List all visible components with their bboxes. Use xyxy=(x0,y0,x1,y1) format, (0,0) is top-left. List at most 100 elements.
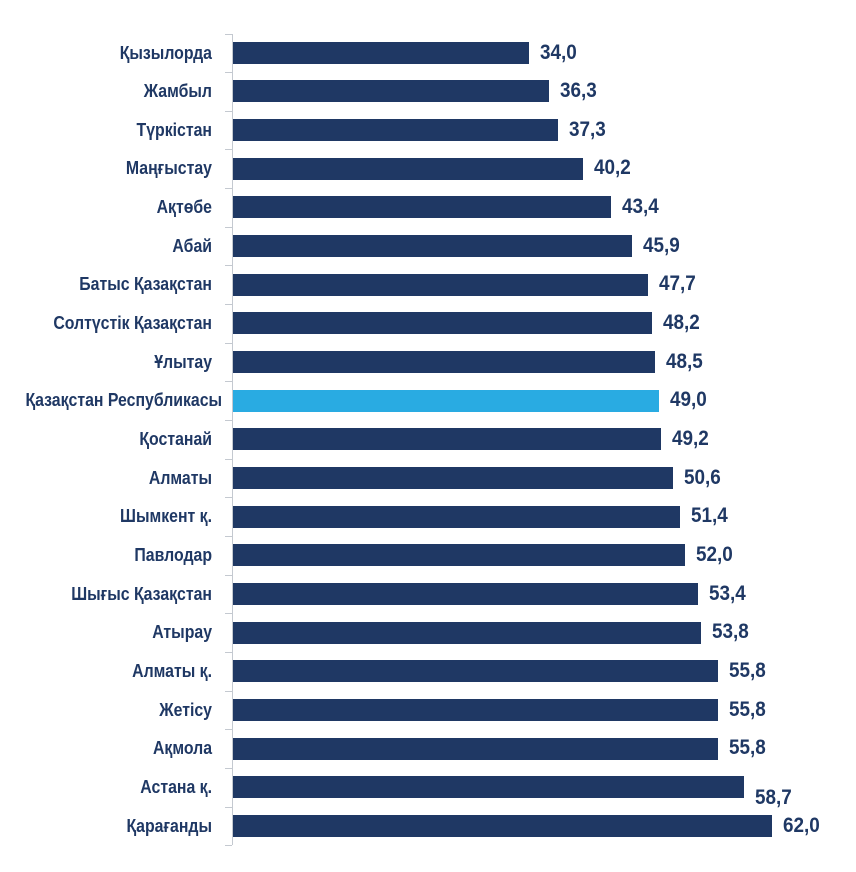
axis-tick xyxy=(225,574,232,576)
value-label: 49,2 xyxy=(672,427,709,451)
chart-row: Қызылорда 34,0 xyxy=(0,34,856,73)
category-label: Маңғыстау xyxy=(125,158,212,179)
value-label: 48,5 xyxy=(666,349,703,373)
category-label: Ақмола xyxy=(152,738,212,759)
axis-tick xyxy=(225,342,232,344)
value-label: 51,4 xyxy=(691,504,728,528)
axis-tick xyxy=(225,768,232,770)
axis-tick xyxy=(225,381,232,383)
axis-tick xyxy=(225,226,232,228)
category-label: Түркістан xyxy=(136,119,212,140)
value-label: 40,2 xyxy=(594,156,631,180)
chart-row: Түркістан 37,3 xyxy=(0,111,856,150)
value-label: 43,4 xyxy=(622,195,659,219)
bar[interactable] xyxy=(233,544,685,567)
y-axis-line xyxy=(232,33,233,846)
chart-row: Алматы 50,6 xyxy=(0,459,856,498)
category-label: Астана қ. xyxy=(140,777,212,798)
category-label: Шымкент қ. xyxy=(120,506,212,527)
chart-row: Ұлытау 48,5 xyxy=(0,343,856,382)
axis-tick xyxy=(225,845,232,847)
axis-tick xyxy=(225,729,232,731)
bar[interactable] xyxy=(233,196,611,219)
value-label: 53,8 xyxy=(712,620,749,644)
value-label: 55,8 xyxy=(729,659,766,683)
chart-row: Абай 45,9 xyxy=(0,227,856,266)
axis-tick xyxy=(225,72,232,74)
chart-row: Шымкент қ. 51,4 xyxy=(0,497,856,536)
axis-tick xyxy=(225,690,232,692)
value-label: 37,3 xyxy=(569,117,606,141)
chart-row: Маңғыстау 40,2 xyxy=(0,149,856,188)
bar[interactable] xyxy=(233,428,661,451)
bar[interactable] xyxy=(233,776,744,799)
chart-row: Қарағанды 62,0 xyxy=(0,807,856,846)
category-label: Ақтөбе xyxy=(156,197,212,218)
category-label: Атырау xyxy=(152,622,212,643)
chart-row: Жетісу 55,8 xyxy=(0,691,856,730)
bar[interactable] xyxy=(233,273,648,296)
bar[interactable] xyxy=(233,80,549,103)
chart-row: Қазақстан Республикасы 49,0 xyxy=(0,381,856,420)
category-label: Қостанай xyxy=(139,429,212,450)
bar[interactable] xyxy=(233,660,718,683)
axis-tick xyxy=(225,110,232,112)
value-label: 49,0 xyxy=(670,388,707,412)
axis-tick xyxy=(225,458,232,460)
bar[interactable] xyxy=(233,737,718,760)
category-label: Қызылорда xyxy=(119,42,212,63)
bar[interactable] xyxy=(233,505,680,528)
bar[interactable] xyxy=(233,41,529,64)
bar[interactable] xyxy=(233,119,558,142)
bar[interactable] xyxy=(233,621,701,644)
bar[interactable] xyxy=(233,699,718,722)
category-label: Ұлытау xyxy=(154,351,212,372)
axis-tick xyxy=(225,420,232,422)
axis-tick xyxy=(225,806,232,808)
chart-row: Солтүстік Қазақстан 48,2 xyxy=(0,304,856,343)
axis-tick xyxy=(225,536,232,538)
bar[interactable] xyxy=(233,583,698,606)
bar[interactable] xyxy=(233,351,655,374)
category-label: Алматы қ. xyxy=(132,661,212,682)
category-label: Шығыс Қазақстан xyxy=(71,583,212,604)
bar[interactable] xyxy=(233,157,583,180)
axis-tick xyxy=(225,497,232,499)
value-label: 52,0 xyxy=(696,543,733,567)
value-label: 62,0 xyxy=(783,813,820,837)
axis-tick xyxy=(225,652,232,654)
category-label: Қарағанды xyxy=(126,815,212,836)
bar-highlight[interactable] xyxy=(233,389,659,412)
value-label: 53,4 xyxy=(709,581,746,605)
value-label: 34,0 xyxy=(540,40,577,64)
chart-row: Жамбыл 36,3 xyxy=(0,72,856,111)
bar[interactable] xyxy=(233,312,652,335)
axis-tick xyxy=(225,33,232,35)
chart-row: Ақтөбе 43,4 xyxy=(0,188,856,227)
chart-row: Алматы қ. 55,8 xyxy=(0,652,856,691)
category-label: Павлодар xyxy=(134,545,212,566)
category-label: Батыс Қазақстан xyxy=(79,274,212,295)
category-label: Жетісу xyxy=(159,699,212,720)
value-label: 36,3 xyxy=(560,79,597,103)
chart-row: Шығыс Қазақстан 53,4 xyxy=(0,575,856,614)
value-label: 45,9 xyxy=(643,233,680,257)
category-label: Қазақстан Республикасы xyxy=(25,390,223,411)
category-label: Жамбыл xyxy=(143,81,212,102)
chart-row: Ақмола 55,8 xyxy=(0,729,856,768)
category-label: Солтүстік Қазақстан xyxy=(53,313,212,334)
value-label: 50,6 xyxy=(684,465,721,489)
chart-row: Павлодар 52,0 xyxy=(0,536,856,575)
bar[interactable] xyxy=(233,815,772,838)
chart-row: Батыс Қазақстан 47,7 xyxy=(0,265,856,304)
bar[interactable] xyxy=(233,467,673,490)
category-label: Абай xyxy=(172,235,212,256)
bar[interactable] xyxy=(233,235,632,258)
axis-tick xyxy=(225,149,232,151)
axis-tick xyxy=(225,613,232,615)
value-label: 48,2 xyxy=(663,311,700,335)
axis-tick xyxy=(225,304,232,306)
chart-row: Астана қ. 58,7 xyxy=(0,768,856,809)
axis-tick xyxy=(225,188,232,190)
